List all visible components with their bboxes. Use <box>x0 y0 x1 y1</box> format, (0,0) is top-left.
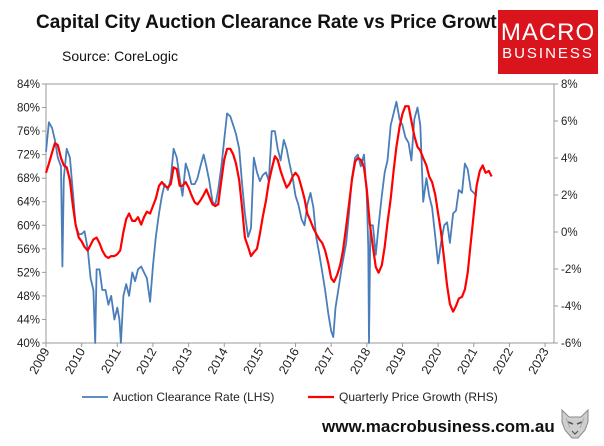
left-tick-label: 60% <box>17 220 40 232</box>
left-tick-label: 64% <box>17 197 40 209</box>
right-tick-label: -4% <box>561 301 581 313</box>
left-tick-label: 56% <box>17 244 40 256</box>
chart-title: Capital City Auction Clearance Rate vs P… <box>36 12 509 33</box>
x-tick-label: 2017 <box>312 345 338 376</box>
plot-area <box>45 83 555 344</box>
x-tick-label: 2020 <box>419 345 445 376</box>
x-tick-label: 2009 <box>27 345 53 376</box>
left-tick-label: 76% <box>17 126 40 138</box>
left-tick-label: 44% <box>17 314 40 326</box>
left-tick-label: 52% <box>17 267 40 279</box>
right-tick-label: -6% <box>561 338 581 350</box>
x-tick-label: 2019 <box>383 345 409 376</box>
left-tick-label: 48% <box>17 291 40 303</box>
left-tick-label: 72% <box>17 150 40 162</box>
x-tick-label: 2021 <box>454 345 480 376</box>
clearance-rate-line <box>45 100 478 344</box>
x-tick-label: 2010 <box>62 345 88 376</box>
x-tick-label: 2014 <box>205 345 231 376</box>
chart-source: Source: CoreLogic <box>62 48 178 64</box>
logo-line-1: MACRO <box>500 19 596 46</box>
legend-label: Auction Clearance Rate (LHS) <box>113 390 274 404</box>
x-tick-label: 2011 <box>98 345 124 375</box>
x-tick-label: 2022 <box>490 345 516 376</box>
right-tick-label: 4% <box>561 153 578 165</box>
price-growth-line <box>44 105 493 313</box>
right-tick-label: 6% <box>561 116 578 128</box>
x-tick-label: 2018 <box>347 345 373 376</box>
x-tick-label: 2013 <box>169 345 195 376</box>
right-tick-label: 2% <box>561 190 578 202</box>
left-tick-label: 84% <box>17 79 40 91</box>
website-url: www.macrobusiness.com.au <box>322 417 555 436</box>
right-tick-label: -2% <box>561 264 581 276</box>
left-tick-label: 80% <box>17 103 40 115</box>
x-tick-label: 2015 <box>240 345 266 376</box>
left-tick-label: 68% <box>17 173 40 185</box>
macrobusiness-logo: MACRO BUSINESS <box>498 10 598 74</box>
left-tick-label: 40% <box>17 338 40 350</box>
x-tick-label: 2023 <box>526 345 552 376</box>
logo-line-2: BUSINESS <box>502 45 594 62</box>
x-tick-label: 2016 <box>276 345 302 376</box>
right-tick-label: 0% <box>561 227 578 239</box>
x-tick-label: 2012 <box>134 345 160 376</box>
right-tick-label: 8% <box>561 79 578 91</box>
wolf-icon <box>561 408 589 439</box>
legend-label: Quarterly Price Growth (RHS) <box>339 390 498 404</box>
